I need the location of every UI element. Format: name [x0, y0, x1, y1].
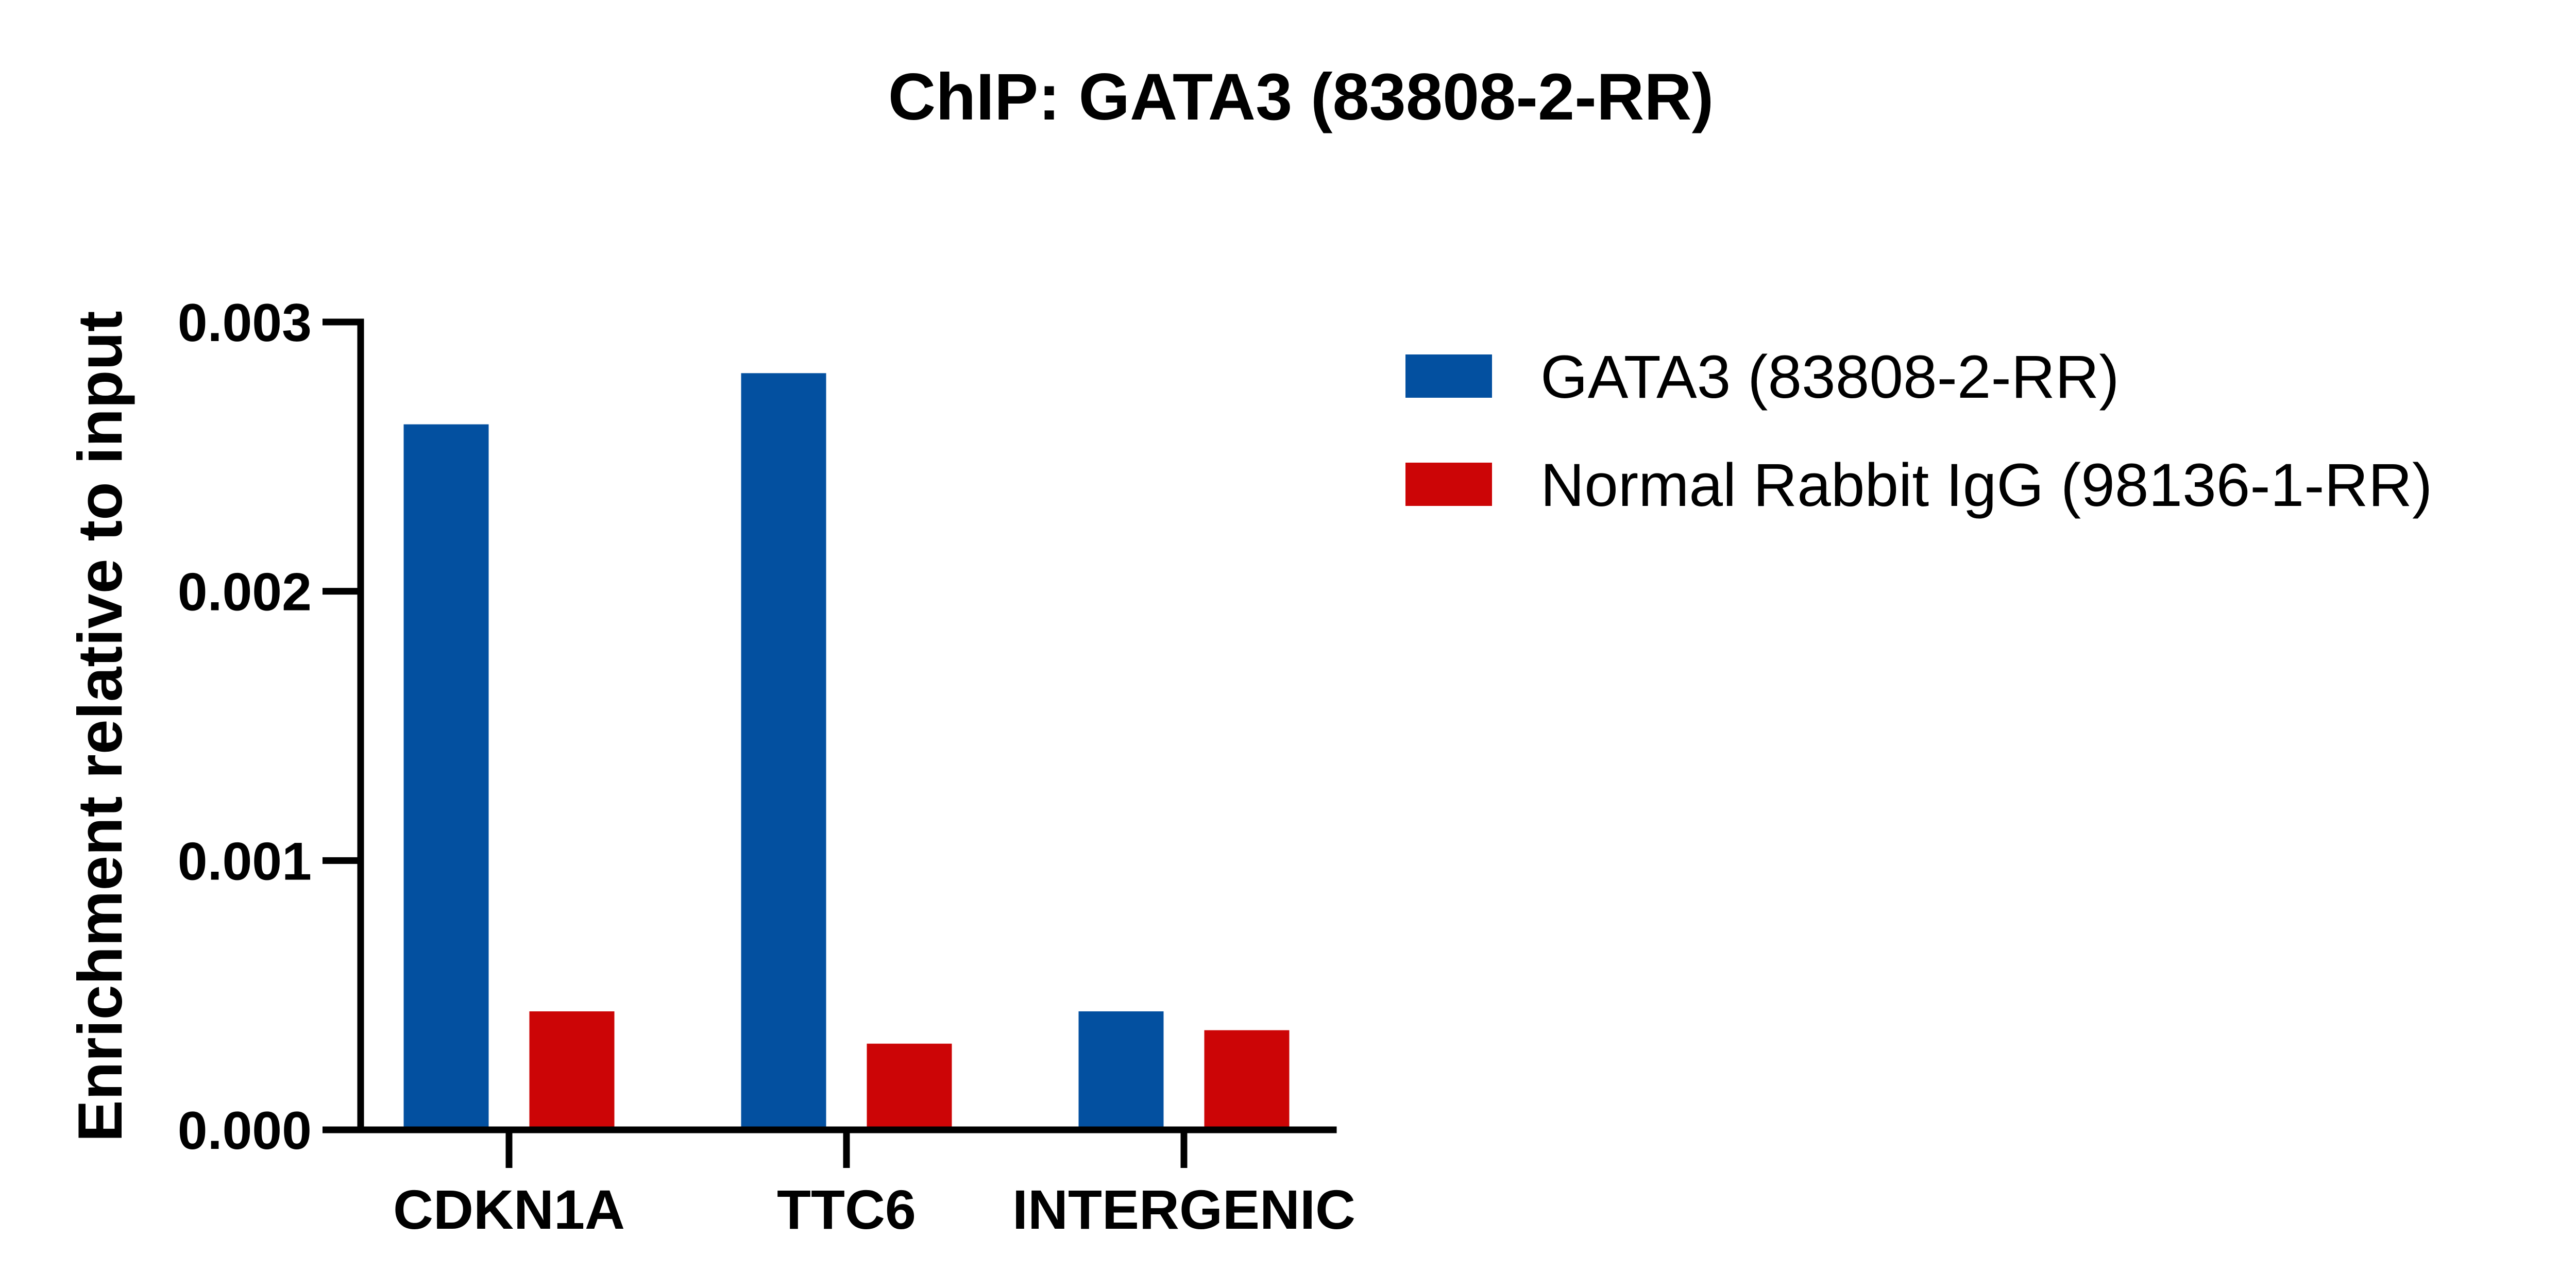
y-axis-label: Enrichment relative to input [65, 311, 135, 1142]
x-ticks-group: CDKN1A TTC6 INTERGENIC [393, 1130, 1355, 1241]
bar-cdkn1a-series-2 [529, 1011, 615, 1130]
y-tick-label: 0.003 [178, 293, 312, 353]
x-tick-label: INTERGENIC [1012, 1178, 1355, 1241]
x-tick-label: CDKN1A [393, 1178, 625, 1241]
bars-group [403, 373, 1290, 1130]
legend-swatch [1405, 354, 1492, 398]
bar-intergenic-series-2 [1204, 1030, 1290, 1130]
legend-swatch [1405, 463, 1492, 506]
y-tick-label: 0.000 [178, 1101, 312, 1161]
y-tick-label: 0.002 [178, 563, 312, 622]
legend-label: Normal Rabbit IgG (98136-1-RR) [1540, 451, 2432, 519]
legend-label: GATA3 (83808-2-RR) [1540, 343, 2120, 411]
bar-ttc6-series-1 [741, 373, 826, 1130]
bar-ttc6-series-2 [867, 1043, 952, 1130]
y-ticks-group: 0.000 0.001 0.002 0.003 [178, 293, 361, 1161]
legend: GATA3 (83808-2-RR) Normal Rabbit IgG (981… [1405, 343, 2432, 519]
bar-cdkn1a-series-1 [403, 424, 489, 1130]
x-tick-label: TTC6 [777, 1178, 916, 1241]
chart-title: ChIP: GATA3 (83808-2-RR) [888, 60, 1714, 134]
bar-intergenic-series-1 [1078, 1011, 1164, 1130]
y-tick-label: 0.001 [178, 832, 312, 891]
